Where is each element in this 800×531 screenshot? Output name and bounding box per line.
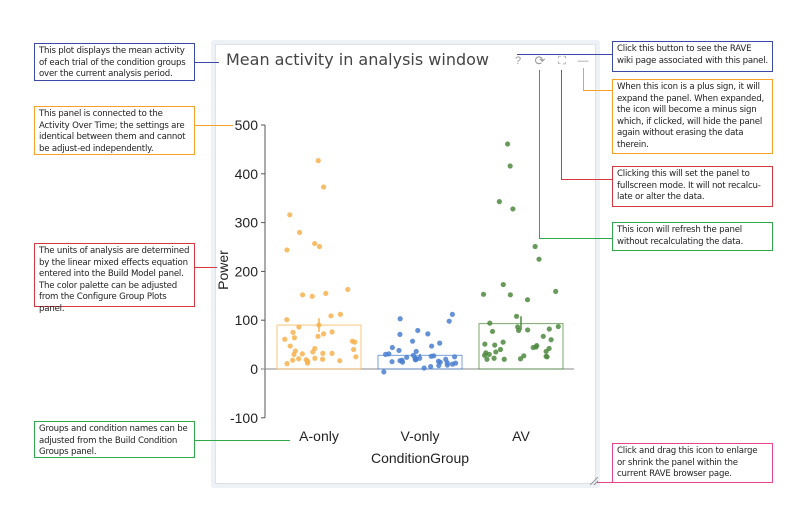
- connector-line: [195, 125, 233, 126]
- connector-line: [517, 54, 612, 55]
- connector-line: [583, 90, 612, 91]
- annotation-resize: Click and drag this icon to enlarge or s…: [612, 443, 773, 483]
- connector-line: [195, 440, 290, 441]
- annotation-help: Click this button to see the RAVE wiki p…: [612, 41, 773, 72]
- annotation-refresh: This icon will refresh the panel without…: [612, 222, 773, 251]
- annotation-title: This plot displays the mean activity of …: [34, 43, 195, 81]
- fullscreen-icon[interactable]: ⛶: [558, 55, 566, 67]
- annotation-collapse: When this icon is a plus sign, it will e…: [612, 79, 773, 154]
- collapse-icon[interactable]: —: [577, 55, 589, 67]
- annotation-units: The units of analysis are determined by …: [34, 243, 195, 314]
- panel-body: [215, 44, 596, 484]
- annotation-fullscreen: Clicking this will set the panel to full…: [612, 166, 773, 207]
- annotation-groups: Groups and condition names can be adjust…: [34, 421, 195, 458]
- resize-handle-icon[interactable]: [590, 477, 598, 485]
- connector-line: [561, 179, 612, 180]
- connector-line: [195, 267, 217, 268]
- panel-title: Mean activity in analysis window: [226, 50, 489, 69]
- panel: [211, 40, 600, 488]
- connector-line: [583, 68, 584, 90]
- help-icon[interactable]: ?: [514, 55, 522, 67]
- connector-line: [539, 70, 540, 238]
- connector-line: [597, 482, 612, 483]
- connector-line: [561, 70, 562, 179]
- refresh-icon[interactable]: ⟳: [534, 53, 546, 68]
- connector-line: [539, 238, 612, 239]
- connector-line: [195, 62, 219, 63]
- annotation-linked-panel: This panel is connected to the Activity …: [34, 106, 195, 155]
